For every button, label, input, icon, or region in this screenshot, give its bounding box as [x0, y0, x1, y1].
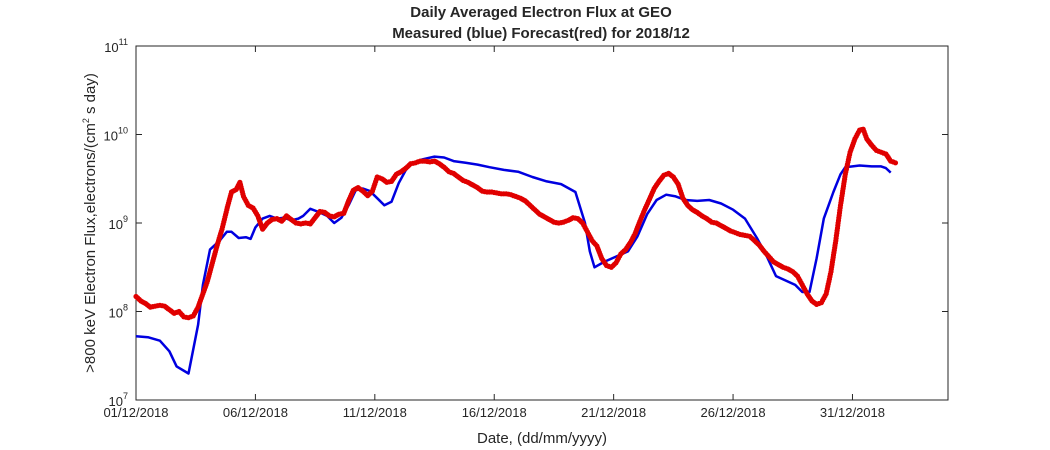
x-tick-label: 11/12/2018	[343, 405, 407, 420]
forecast-point	[892, 160, 899, 166]
chart-title: Daily Averaged Electron Flux at GEO	[410, 4, 672, 21]
x-tick-label: 21/12/2018	[581, 405, 646, 420]
y-tick-label: 1011	[104, 37, 128, 55]
series-line-measured	[135, 155, 892, 375]
y-axis-ticks: 107 108 109 1010 1011	[104, 37, 948, 409]
y-tick-label: 1010	[104, 126, 128, 144]
x-tick-label: 26/12/2018	[701, 405, 766, 420]
y-tick-label: 109	[109, 214, 128, 232]
y-tick-label: 108	[109, 303, 128, 321]
x-tick-label: 16/12/2018	[462, 405, 527, 420]
x-axis-ticks: 01/12/2018 06/12/2018 11/12/2018 16/12/2018…	[103, 46, 885, 420]
plot-area: 01/12/2018 06/12/2018 11/12/2018 16/12/2018…	[103, 37, 949, 420]
y-axis-label-main: >800 keV Electron Flux,electrons/(cm	[82, 123, 99, 373]
series-dots-forecast	[133, 126, 899, 321]
x-axis-label: Date, (dd/mm/yyyy)	[477, 430, 607, 447]
x-tick-label: 31/12/2018	[820, 405, 885, 420]
series-layer	[133, 126, 899, 375]
x-tick-label: 06/12/2018	[223, 405, 288, 420]
y-axis-label: >800 keV Electron Flux,electrons/(cm2 s …	[81, 73, 99, 373]
y-tick-label: 107	[109, 391, 128, 409]
chart-subtitle: Measured (blue) Forecast(red) for 2018/1…	[392, 25, 690, 42]
y-axis-label-tail: s day)	[82, 73, 99, 118]
y-axis-label-sup: 2	[81, 118, 91, 123]
x-tick-label: 01/12/2018	[103, 405, 168, 420]
